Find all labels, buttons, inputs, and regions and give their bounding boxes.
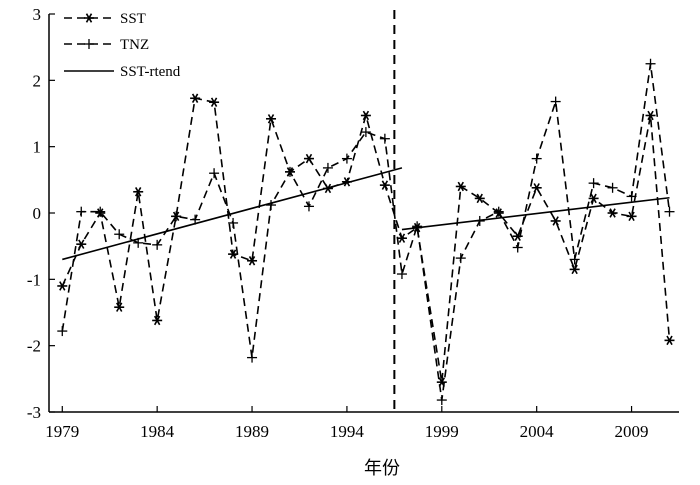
x-tick-label: 2004 xyxy=(520,422,555,441)
x-tick-label: 1984 xyxy=(140,422,175,441)
data-point-tnz xyxy=(493,206,504,217)
y-tick-label: -1 xyxy=(27,270,41,289)
legend-label-tnz: TNZ xyxy=(120,37,149,53)
data-point-tnz xyxy=(436,395,447,406)
series-line-sst xyxy=(61,97,671,383)
data-point-sst xyxy=(209,97,220,107)
data-point-sst xyxy=(360,110,371,121)
data-point-tnz xyxy=(266,200,277,211)
data-point-sst xyxy=(114,302,125,312)
data-point-sst xyxy=(152,315,163,326)
data-point-tnz xyxy=(152,239,163,250)
data-point-tnz xyxy=(531,153,542,164)
y-tick-label: 3 xyxy=(33,5,42,24)
data-point-tnz xyxy=(550,96,561,107)
y-tick-label: -3 xyxy=(27,403,41,422)
y-tick-label: -2 xyxy=(27,337,41,356)
data-point-sst xyxy=(303,153,314,164)
y-tick-label: 2 xyxy=(33,71,42,90)
x-tick-label: 1994 xyxy=(330,422,365,441)
legend-item-sst: SST xyxy=(64,11,146,27)
data-point-sst xyxy=(512,231,523,241)
data-point-tnz xyxy=(664,206,675,217)
legend-marker xyxy=(84,13,94,23)
x-tick-label: 1989 xyxy=(235,422,269,441)
legend-label-sst-rtend: SST-rtend xyxy=(120,64,181,80)
data-point-tnz xyxy=(57,326,68,337)
data-point-sst xyxy=(607,208,618,218)
data-point-tnz xyxy=(569,254,580,265)
data-point-tnz xyxy=(379,133,390,144)
data-point-tnz xyxy=(341,153,352,164)
data-point-sst xyxy=(474,193,485,204)
data-point-sst xyxy=(76,239,87,249)
data-point-sst xyxy=(569,264,580,275)
data-point-sst xyxy=(247,256,258,266)
data-point-sst xyxy=(228,249,239,259)
data-point-tnz xyxy=(247,352,258,363)
trend-line-sst-rtend xyxy=(62,167,403,261)
data-point-sst xyxy=(455,181,466,192)
data-point-tnz xyxy=(114,229,125,240)
data-point-tnz xyxy=(455,253,466,264)
data-point-tnz xyxy=(626,191,637,202)
data-point-tnz xyxy=(303,201,314,212)
y-tick-label: 1 xyxy=(33,138,42,157)
data-point-sst xyxy=(379,180,390,190)
x-tick-label: 2009 xyxy=(615,422,649,441)
data-point-sst xyxy=(266,114,277,124)
x-tick-label: 1999 xyxy=(425,422,459,441)
data-point-tnz xyxy=(76,206,87,217)
x-ticks: 1979 1984 1989 1994 1999 2004 2009 xyxy=(45,406,649,441)
trend-line-sst-rtend xyxy=(401,196,670,231)
x-axis-title: 年份 xyxy=(364,458,400,478)
data-point-sst xyxy=(133,187,144,197)
data-point-tnz xyxy=(588,178,599,189)
legend: SST TNZ SST-rtend xyxy=(64,11,181,80)
y-tick-label: 0 xyxy=(33,204,42,223)
data-point-sst xyxy=(645,110,656,121)
data-point-tnz xyxy=(512,242,523,253)
legend-item-sst-rtend: SST-rtend xyxy=(64,64,181,80)
data-point-sst xyxy=(190,93,201,103)
x-tick-label: 1979 xyxy=(45,422,79,441)
data-point-tnz xyxy=(171,211,182,222)
data-point-sst xyxy=(664,335,675,346)
y-ticks: -3 -2 -1 0 1 2 3 xyxy=(27,5,55,422)
data-point-tnz xyxy=(396,269,407,280)
data-point-sst xyxy=(57,281,68,291)
data-point-tnz xyxy=(284,166,295,177)
data-point-tnz xyxy=(412,221,423,232)
data-point-sst xyxy=(626,211,637,222)
data-point-sst xyxy=(396,233,407,243)
data-point-tnz xyxy=(95,206,106,217)
data-point-tnz xyxy=(209,168,220,179)
legend-label-sst: SST xyxy=(120,11,146,27)
data-point-sst xyxy=(588,193,599,204)
legend-item-tnz: TNZ xyxy=(64,37,149,53)
data-point-tnz xyxy=(228,217,239,228)
data-point-sst xyxy=(550,216,561,226)
data-point-tnz xyxy=(607,182,618,193)
data-point-tnz xyxy=(322,162,333,173)
data-point-tnz xyxy=(360,127,371,138)
legend-marker xyxy=(84,39,94,49)
data-point-tnz xyxy=(645,58,656,69)
series-layer xyxy=(57,58,675,406)
data-point-sst xyxy=(531,183,542,193)
